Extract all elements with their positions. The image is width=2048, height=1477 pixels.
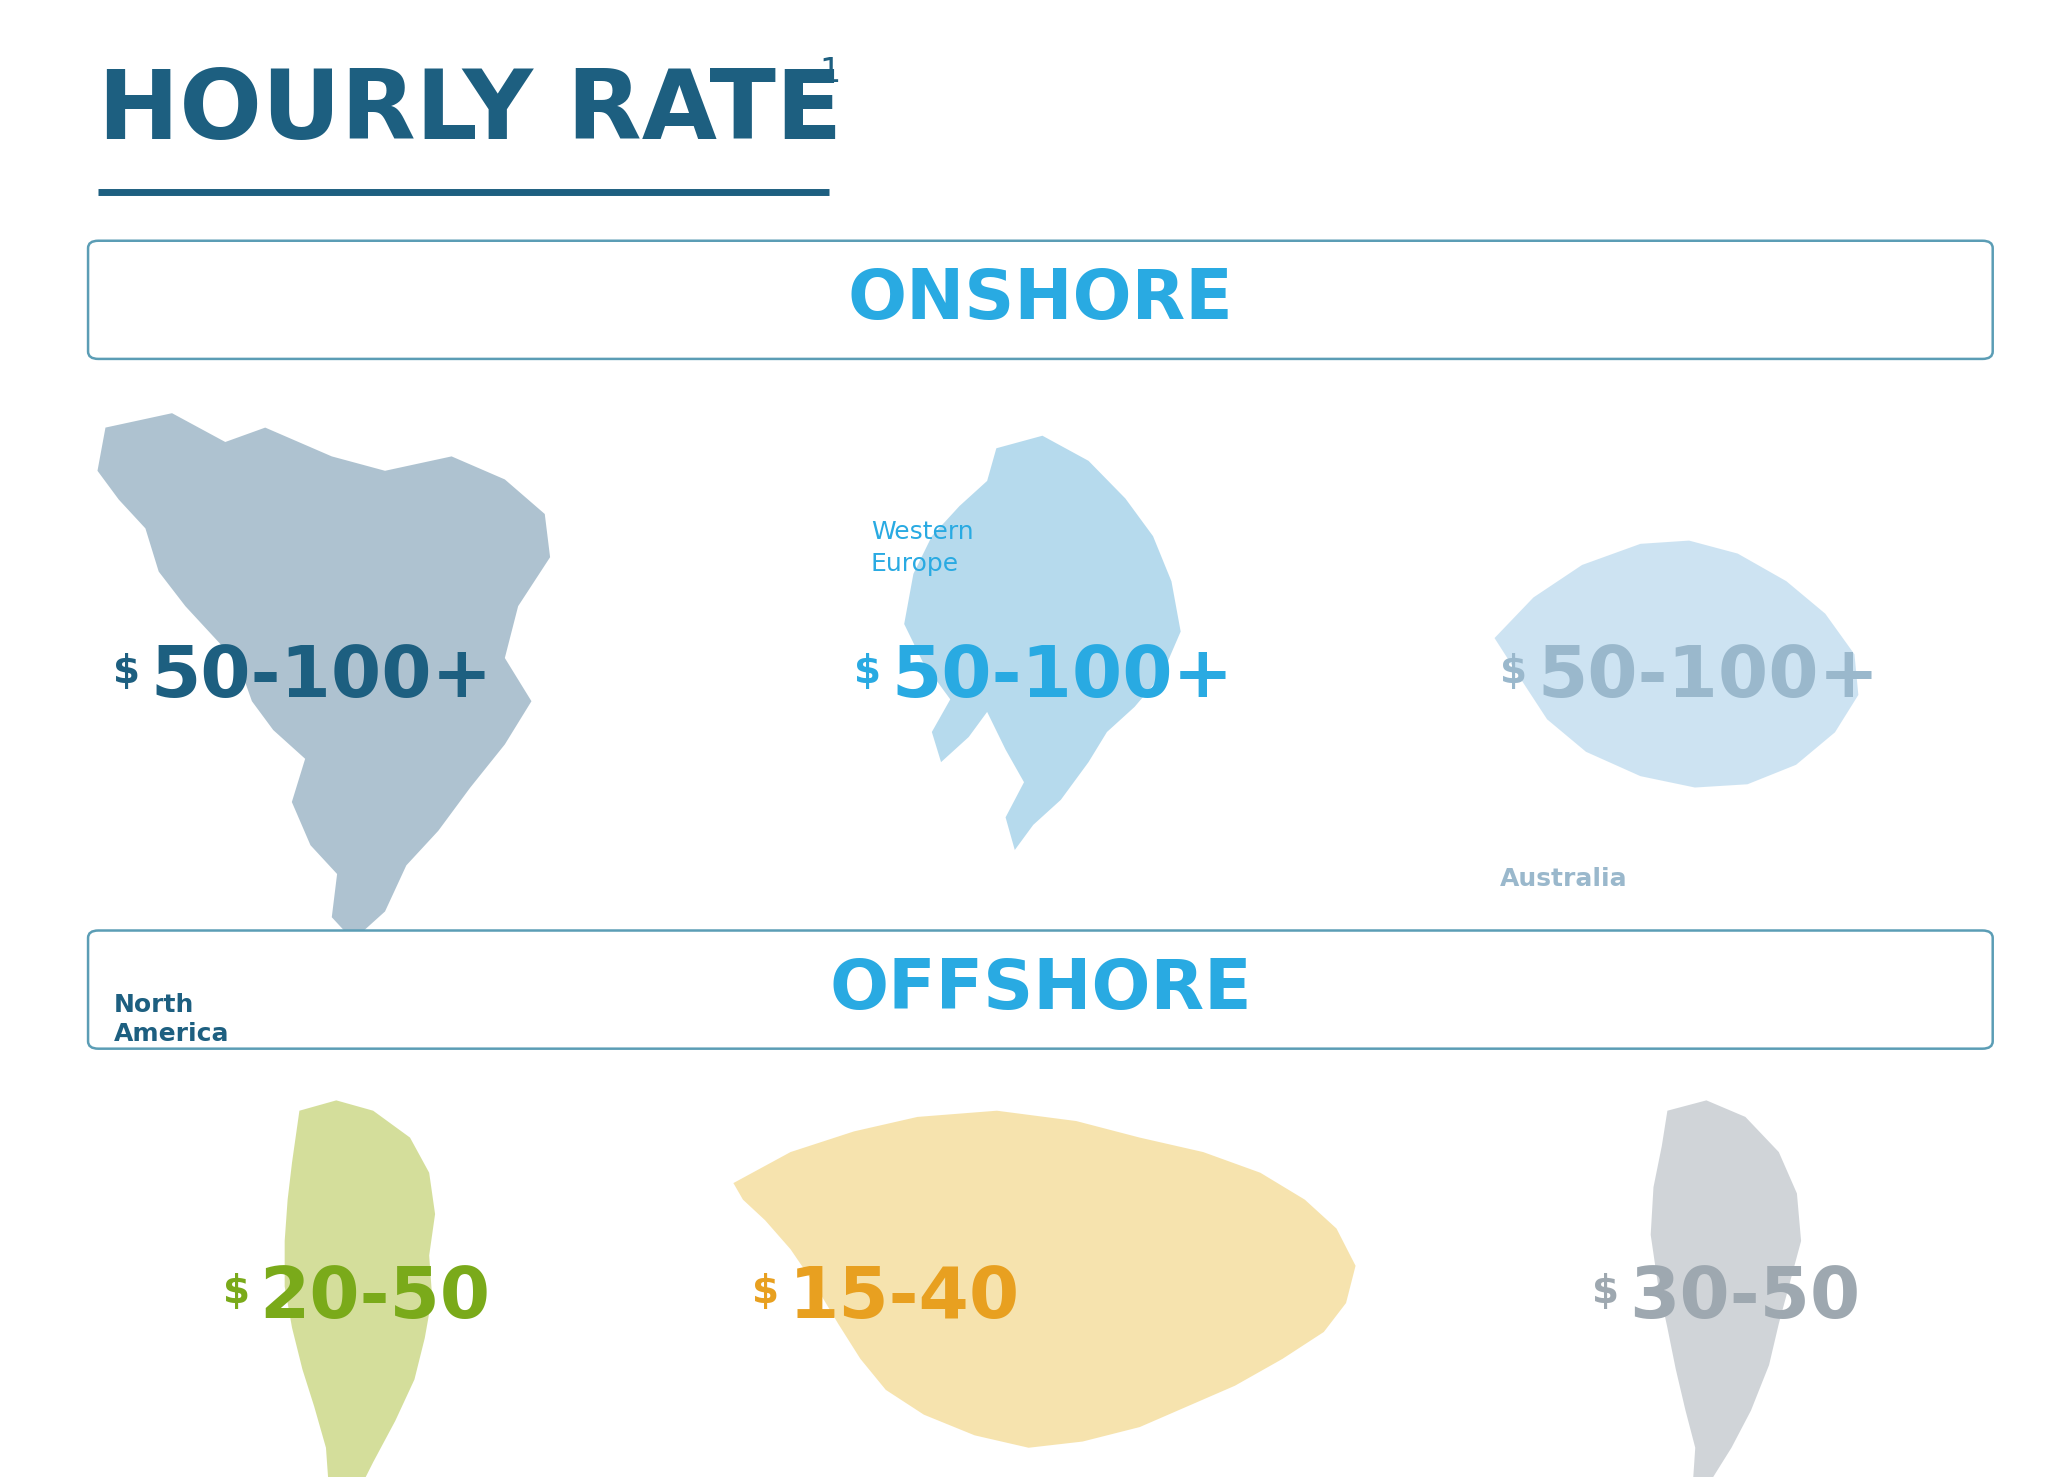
Text: $: $ xyxy=(752,1273,780,1312)
Text: 15-40: 15-40 xyxy=(788,1264,1020,1332)
Text: OFFSHORE: OFFSHORE xyxy=(829,956,1251,1024)
Polygon shape xyxy=(1651,1100,1800,1477)
Polygon shape xyxy=(733,1111,1356,1447)
Text: Western
Europe: Western Europe xyxy=(870,520,973,576)
Text: 20-50: 20-50 xyxy=(260,1264,492,1332)
Polygon shape xyxy=(98,414,551,941)
FancyBboxPatch shape xyxy=(88,241,1993,359)
Text: $: $ xyxy=(223,1273,250,1312)
Text: 30-50: 30-50 xyxy=(1628,1264,1860,1332)
Text: Australia: Australia xyxy=(1501,867,1628,891)
Polygon shape xyxy=(285,1100,434,1477)
Text: 1: 1 xyxy=(819,56,840,89)
Text: $: $ xyxy=(1501,653,1528,691)
Text: ONSHORE: ONSHORE xyxy=(848,266,1233,334)
Text: 50-100+: 50-100+ xyxy=(1538,644,1880,712)
Text: $: $ xyxy=(854,653,881,691)
Text: North
America: North America xyxy=(113,993,229,1046)
Text: $: $ xyxy=(1591,1273,1620,1312)
Text: 50-100+: 50-100+ xyxy=(150,644,492,712)
Text: 50-100+: 50-100+ xyxy=(891,644,1233,712)
Text: HOURLY RATE: HOURLY RATE xyxy=(98,66,842,160)
Polygon shape xyxy=(1495,541,1858,787)
Polygon shape xyxy=(905,436,1180,851)
Text: $: $ xyxy=(113,653,141,691)
FancyBboxPatch shape xyxy=(88,931,1993,1049)
